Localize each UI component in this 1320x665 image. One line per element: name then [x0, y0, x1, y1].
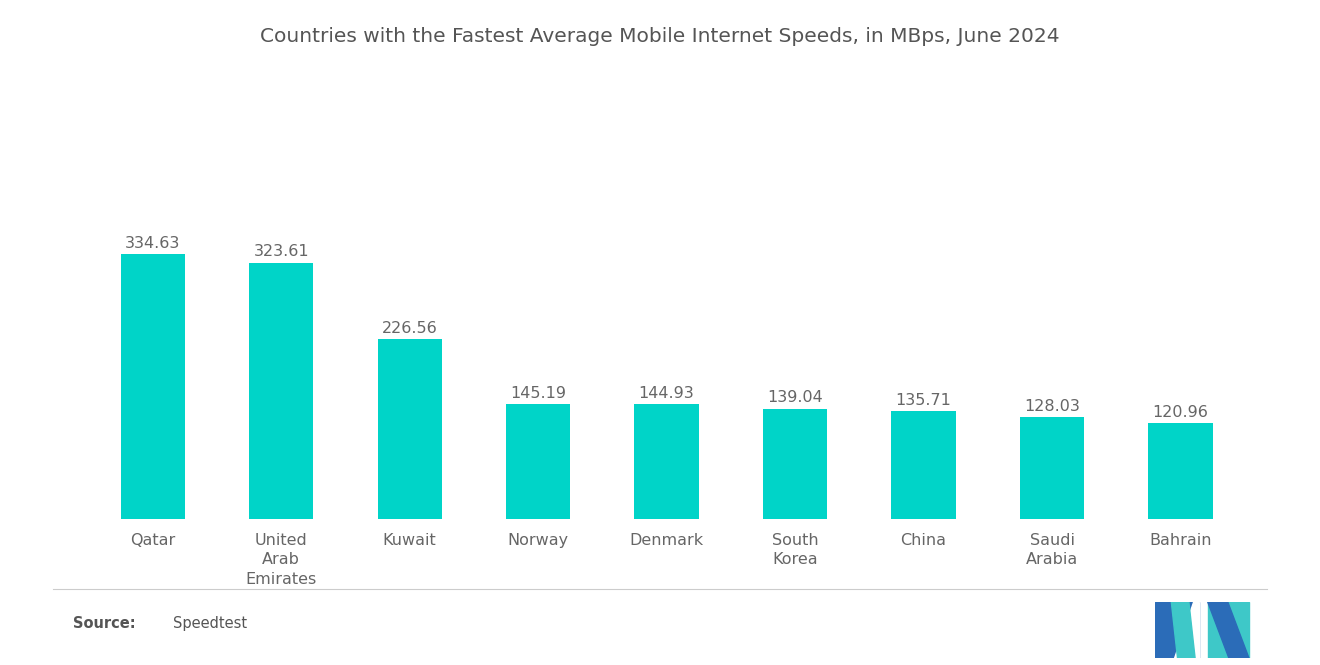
Text: 128.03: 128.03: [1024, 399, 1080, 414]
Text: Source:: Source:: [73, 616, 135, 631]
Text: 334.63: 334.63: [125, 235, 181, 251]
Polygon shape: [1208, 602, 1249, 658]
Text: 226.56: 226.56: [381, 321, 437, 336]
Bar: [378, 339, 442, 519]
Bar: [1148, 423, 1213, 519]
Polygon shape: [1155, 602, 1199, 658]
Text: 135.71: 135.71: [895, 393, 952, 408]
Bar: [635, 404, 698, 519]
Bar: [120, 254, 185, 519]
Polygon shape: [1173, 602, 1199, 658]
Bar: [249, 263, 313, 519]
Text: 144.93: 144.93: [639, 386, 694, 401]
Bar: [891, 411, 956, 519]
Text: 145.19: 145.19: [510, 386, 566, 400]
Text: 323.61: 323.61: [253, 244, 309, 259]
Text: 139.04: 139.04: [767, 390, 822, 406]
Bar: [763, 408, 828, 519]
Bar: [506, 404, 570, 519]
Text: Countries with the Fastest Average Mobile Internet Speeds, in MBps, June 2024: Countries with the Fastest Average Mobil…: [260, 27, 1060, 46]
Polygon shape: [1171, 602, 1195, 658]
Text: Speedtest: Speedtest: [173, 616, 247, 631]
Bar: [1020, 418, 1084, 519]
Polygon shape: [1208, 602, 1249, 658]
Text: 120.96: 120.96: [1152, 405, 1208, 420]
